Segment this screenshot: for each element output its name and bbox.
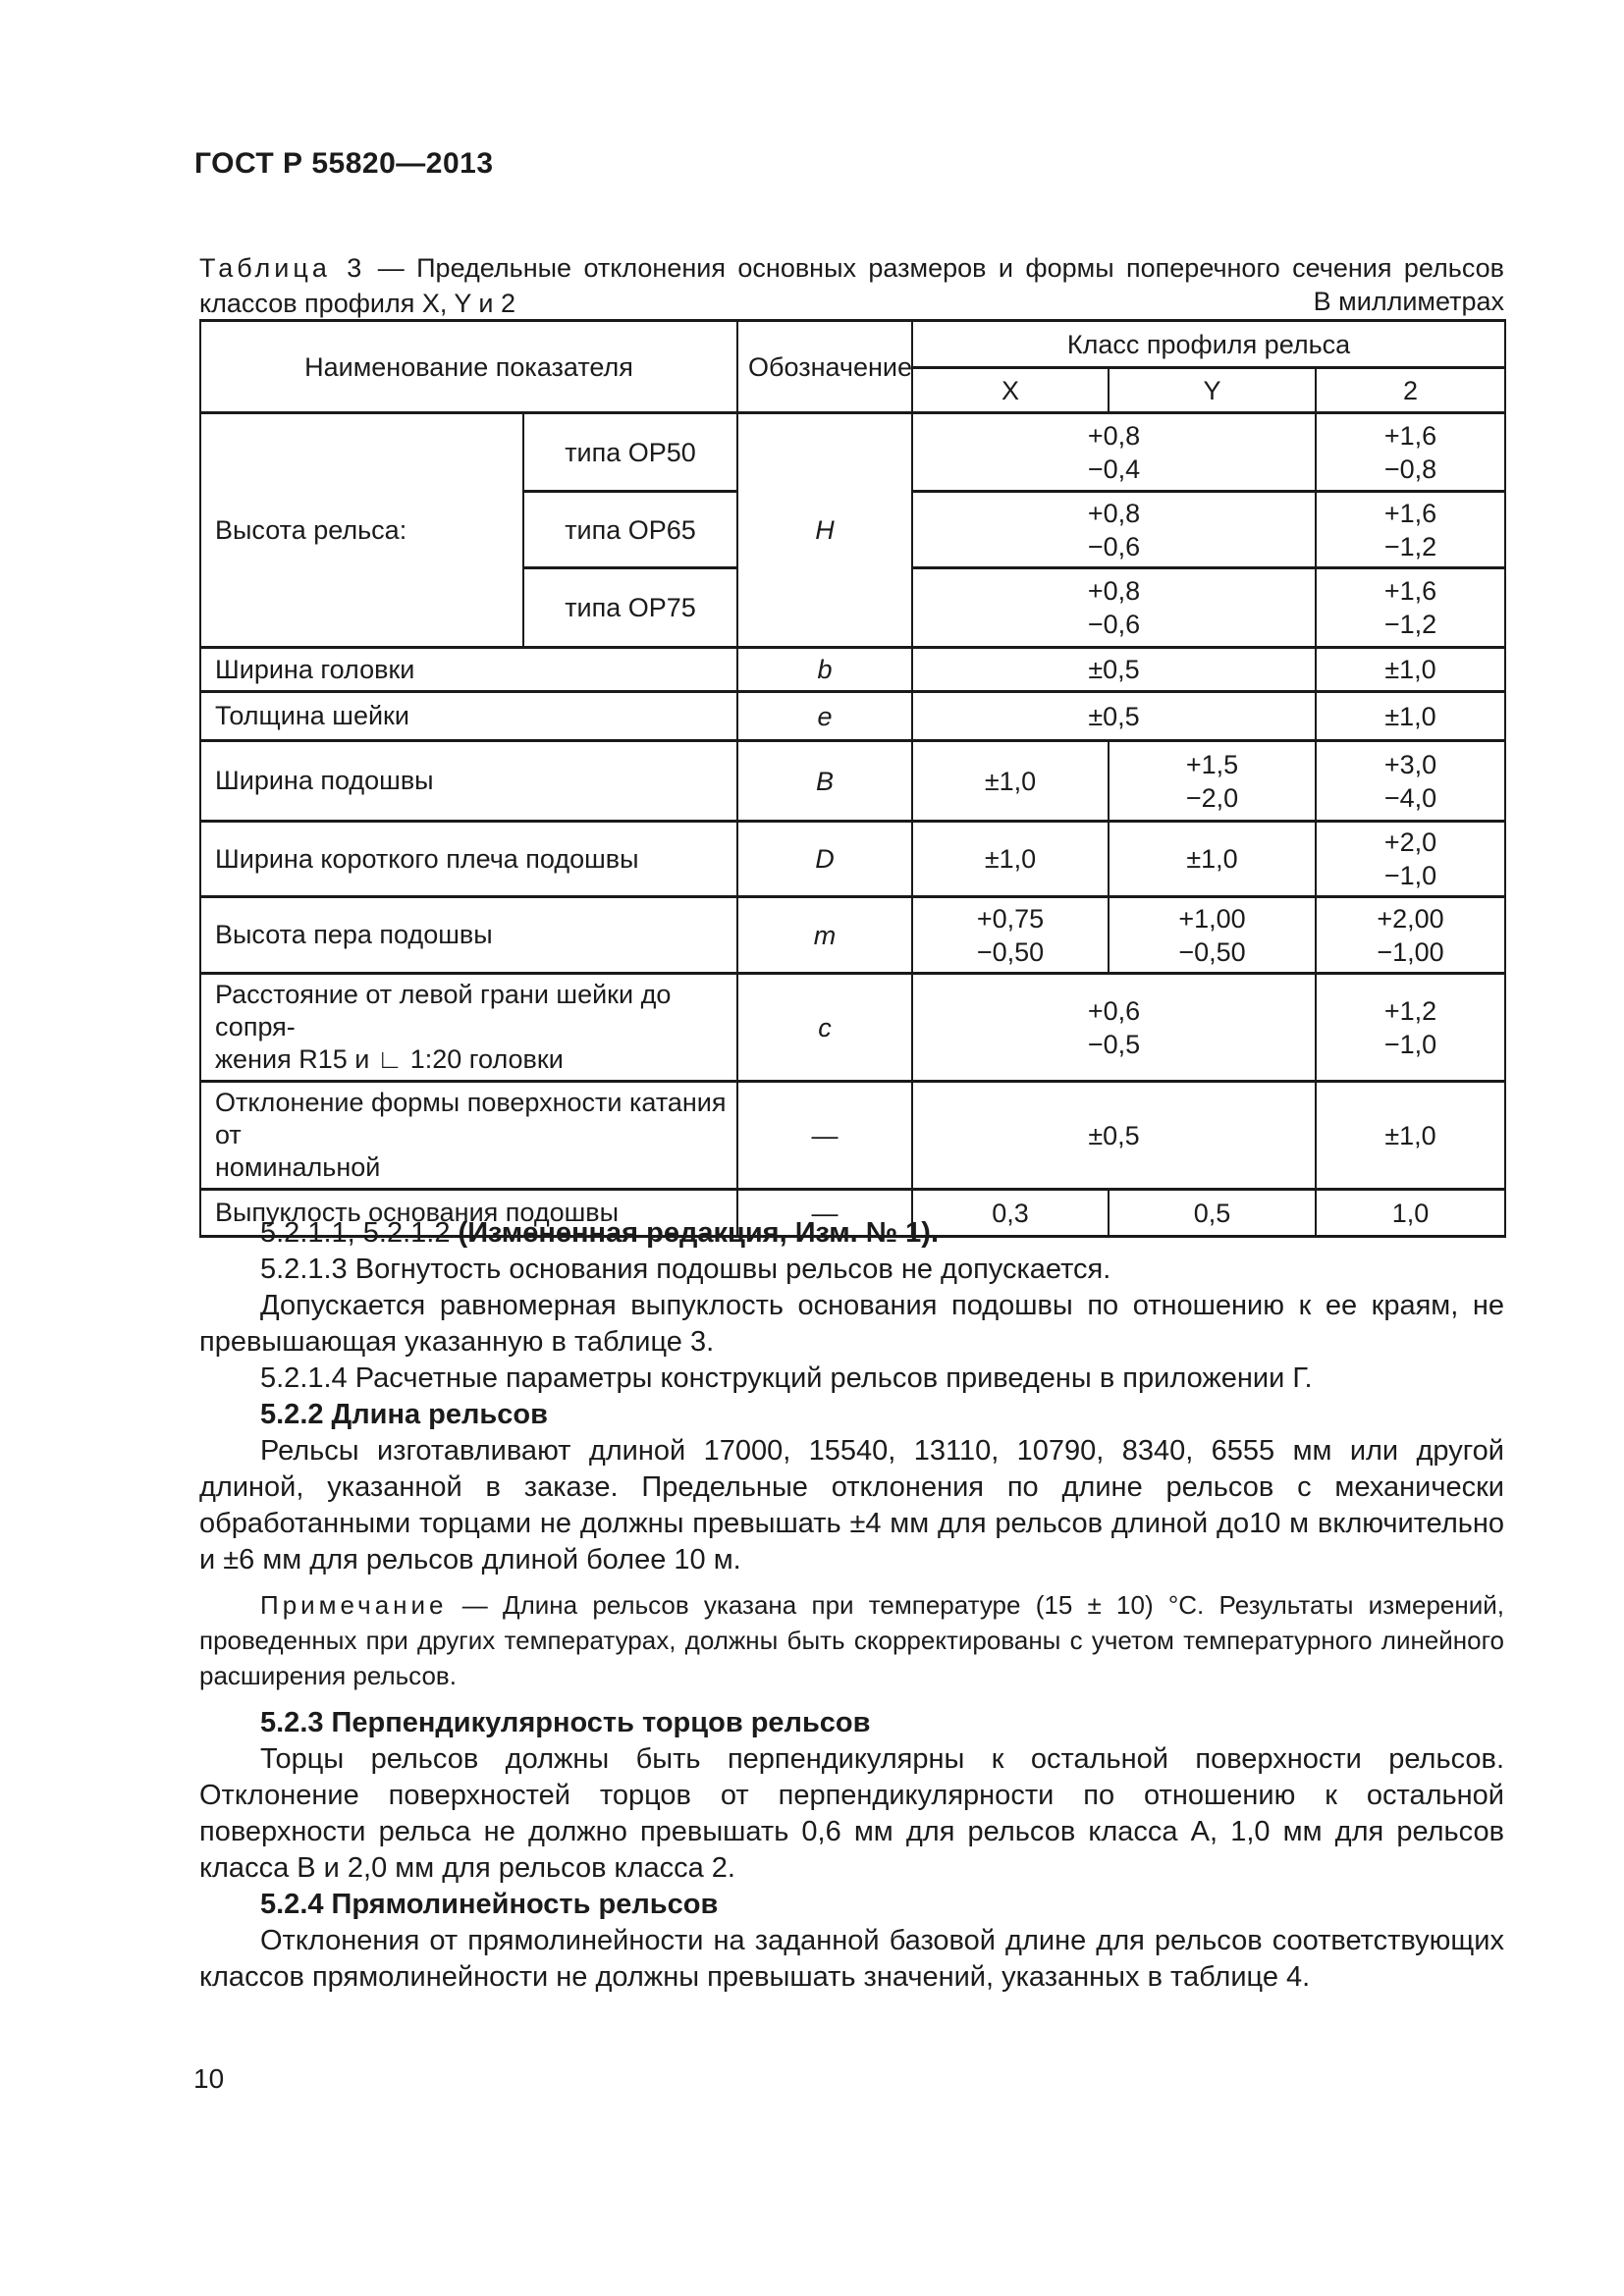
heading-523: 5.2.3 Перпендикулярность торцов рельсов bbox=[260, 1707, 871, 1738]
table-subheader-row: X Y 2 bbox=[200, 366, 1507, 414]
cell-value-y: 0,5 bbox=[1108, 1188, 1318, 1238]
cell-value-2: +2,00 −1,00 bbox=[1315, 895, 1507, 975]
heading-524: 5.2.4 Прямолинейность рельсов bbox=[260, 1889, 719, 1920]
table-row: Отклонение формы поверхности катания от … bbox=[198, 1080, 1507, 1191]
cell-subname: типа ОР65 bbox=[521, 490, 739, 569]
column-header-class-x: X bbox=[911, 366, 1110, 414]
cell-value-xy: +0,8 −0,6 bbox=[911, 566, 1318, 649]
cell-value-y: +1,5 −2,0 bbox=[1108, 739, 1318, 823]
note-label: Примечание bbox=[260, 1590, 448, 1620]
document-code: ГОСТ Р 55820—2013 bbox=[194, 147, 494, 180]
table-row: Ширина подошвы B ±1,0 +1,5 −2,0 +3,0 −4,… bbox=[198, 739, 1507, 823]
table-row: Ширина короткого плеча подошвы D ±1,0 ±1… bbox=[198, 820, 1507, 898]
table-row: Высота пера подошвы m +0,75 −0,50 +1,00 … bbox=[198, 895, 1507, 975]
paragraph-rail-length: Рельсы изготавливают длиной 17000, 15540… bbox=[199, 1435, 1504, 1575]
cell-name: Ширина подошвы bbox=[198, 739, 739, 823]
cell-symbol: H bbox=[736, 411, 914, 649]
cell-symbol: — bbox=[736, 1188, 914, 1238]
cell-value-2: +3,0 −4,0 bbox=[1315, 739, 1507, 823]
paragraph-convexity: Допускается равномерная выпуклость основ… bbox=[199, 1290, 1504, 1358]
column-header-name: Наименование показателя bbox=[198, 319, 739, 414]
cell-name: Отклонение формы поверхности катания от … bbox=[198, 1080, 739, 1191]
cell-value-xy: +0,8 −0,4 bbox=[911, 411, 1318, 493]
table-header-row: Наименование показателя Обозначение Клас… bbox=[198, 319, 1507, 414]
column-header-symbol: Обозначение bbox=[736, 319, 914, 414]
cell-symbol: m bbox=[736, 895, 914, 975]
cell-subname: типа ОР75 bbox=[521, 566, 739, 649]
paragraph-5211-5212: 5.2.1.1, 5.2.1.2 (Измененная редакция, И… bbox=[199, 1215, 1504, 1252]
cell-value-x: 0,3 bbox=[911, 1188, 1110, 1238]
cell-symbol: c bbox=[736, 972, 914, 1083]
cell-symbol: D bbox=[736, 820, 914, 898]
cell-symbol: B bbox=[736, 739, 914, 823]
amended-edition-note: (Измененная редакция, Изм. № 1). bbox=[458, 1217, 940, 1249]
cell-value-2: ±1,0 bbox=[1315, 690, 1507, 742]
cell-symbol: e bbox=[736, 690, 914, 742]
table-row: Толщина шейки e ±0,5 ±1,0 bbox=[198, 690, 1507, 742]
table-caption-text: — Предельные отклонения основных размеро… bbox=[199, 253, 1504, 318]
cell-value-xy: ±0,5 bbox=[911, 690, 1318, 742]
cell-value-2: +1,6 −1,2 bbox=[1315, 566, 1507, 649]
cell-value-x: ±1,0 bbox=[911, 820, 1110, 898]
cell-value-2: ±1,0 bbox=[1315, 646, 1507, 693]
units-label: В миллиметрах bbox=[1313, 287, 1504, 316]
cell-value-2: +2,0 −1,0 bbox=[1315, 820, 1507, 898]
cell-value-x: +0,75 −0,50 bbox=[911, 895, 1110, 975]
clause-numbers: 5.2.1.1, 5.2.1.2 bbox=[260, 1217, 451, 1249]
cell-name: Ширина головки bbox=[198, 646, 739, 693]
note-text: — Длина рельсов указана при температуре … bbox=[199, 1590, 1504, 1690]
cell-value-2: +1,6 −0,8 bbox=[1315, 411, 1507, 493]
cell-value-xy: ±0,5 bbox=[911, 1080, 1318, 1191]
cell-symbol: — bbox=[736, 1080, 914, 1191]
cell-value-xy: +0,8 −0,6 bbox=[911, 490, 1318, 569]
column-header-class-2: 2 bbox=[1315, 366, 1507, 414]
tolerances-table: Наименование показателя Обозначение Клас… bbox=[198, 319, 1507, 1238]
page-number: 10 bbox=[193, 2063, 225, 2094]
cell-value-xy: ±0,5 bbox=[911, 646, 1318, 693]
paragraph-straightness: Отклонения от прямолинейности на заданно… bbox=[199, 1925, 1504, 1993]
body-text: 5.2.1.1, 5.2.1.2 (Измененная редакция, И… bbox=[199, 1215, 1504, 1996]
column-header-rail-class: Класс профиля рельса bbox=[911, 319, 1507, 369]
cell-name: Высота пера подошвы bbox=[198, 895, 739, 975]
note-paragraph: Примечание — Длина рельсов указана при т… bbox=[199, 1587, 1504, 1693]
cell-value-2: 1,0 bbox=[1315, 1188, 1507, 1238]
paragraph-perpendicularity: Торцы рельсов должны быть перпендикулярн… bbox=[199, 1743, 1504, 1884]
cell-value-2: +1,6 −1,2 bbox=[1315, 490, 1507, 569]
cell-name: Расстояние от левой грани шейки до сопря… bbox=[198, 972, 739, 1083]
cell-group-name: Высота рельса: bbox=[199, 411, 524, 649]
table-row: Высота рельса: типа ОР50 H +0,8 −0,4 +1,… bbox=[199, 411, 1507, 649]
table-row: типа ОР65 +0,8 −0,6 +1,6 −1,2 bbox=[200, 490, 1507, 569]
cell-value-xy: +0,6 −0,5 bbox=[911, 972, 1318, 1083]
cell-value-2: ±1,0 bbox=[1315, 1080, 1507, 1191]
cell-symbol: b bbox=[736, 646, 914, 693]
cell-value-2: +1,2 −1,0 bbox=[1315, 972, 1507, 1083]
cell-value-x: ±1,0 bbox=[911, 739, 1110, 823]
table-row: Расстояние от левой грани шейки до сопря… bbox=[198, 972, 1507, 1083]
cell-subname: типа ОР50 bbox=[521, 411, 739, 493]
cell-name: Выпуклость основания подошвы bbox=[198, 1188, 739, 1238]
cell-name: Ширина короткого плеча подошвы bbox=[198, 820, 739, 898]
table-row: Выпуклость основания подошвы — 0,3 0,5 1… bbox=[198, 1188, 1507, 1238]
table-caption-label: Таблица 3 bbox=[199, 253, 366, 283]
column-header-class-y: Y bbox=[1108, 366, 1318, 414]
table-row: типа ОР75 +0,8 −0,6 +1,6 −1,2 bbox=[200, 566, 1507, 649]
paragraph-5214: 5.2.1.4 Расчетные параметры конструкций … bbox=[260, 1362, 1313, 1394]
table-row: Ширина головки b ±0,5 ±1,0 bbox=[198, 646, 1507, 693]
cell-value-y: ±1,0 bbox=[1108, 820, 1318, 898]
table-caption: Таблица 3 — Предельные отклонения основн… bbox=[199, 250, 1504, 321]
heading-522: 5.2.2 Длина рельсов bbox=[260, 1399, 548, 1430]
paragraph-5213: 5.2.1.3 Вогнутость основания подошвы рел… bbox=[260, 1254, 1111, 1285]
cell-name: Толщина шейки bbox=[198, 690, 739, 742]
cell-value-y: +1,00 −0,50 bbox=[1108, 895, 1318, 975]
